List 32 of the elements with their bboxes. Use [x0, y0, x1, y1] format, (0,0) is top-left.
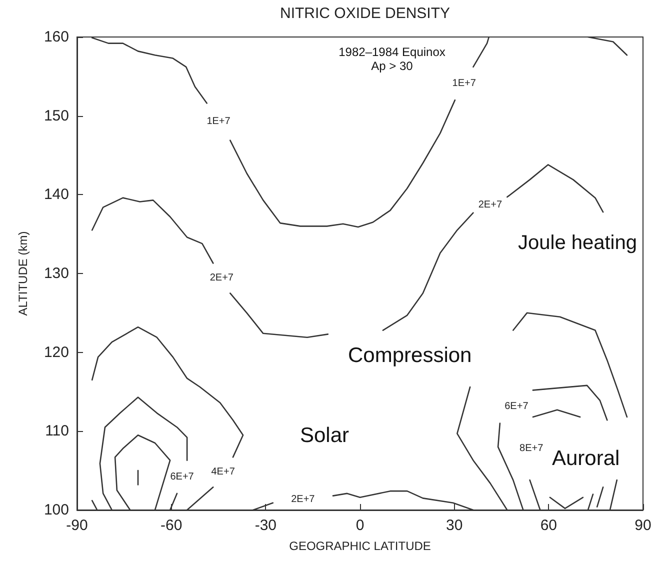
annotation: 4E+7 [211, 466, 236, 478]
annotation: 6E+7 [504, 401, 529, 412]
annotation: 8E+7 [520, 443, 544, 454]
x-tick-label: 90 [634, 517, 652, 534]
x-tick-label: 0 [356, 517, 364, 534]
annotation: 1982–1984 Equinox [338, 45, 446, 59]
y-axis-title: ALTITUDE (km) [16, 231, 30, 316]
annotation: 2E+7 [478, 199, 502, 210]
annotation: Compression [348, 344, 472, 367]
y-tick-label: 140 [44, 186, 69, 204]
x-tick-label: -30 [254, 517, 277, 534]
y-tick-label: 100 [44, 502, 69, 518]
annotation: Auroral [552, 447, 620, 470]
y-tick-label: 130 [44, 265, 69, 282]
x-tick-label: 30 [446, 517, 463, 534]
x-tick-label: -90 [66, 517, 88, 534]
annotation: Joule heating [518, 232, 637, 254]
chart-title: NITRIC OXIDE DENSITY [280, 5, 450, 22]
y-tick-label: 120 [44, 344, 69, 361]
annotation: 1E+7 [206, 116, 231, 128]
x-tick-label: 60 [540, 517, 558, 534]
annotation: 6E+7 [170, 471, 194, 482]
annotation: 2E+7 [210, 272, 234, 284]
annotation: 1E+7 [452, 78, 476, 90]
y-tick-label: 160 [44, 28, 69, 46]
y-tick-label: 150 [44, 107, 69, 124]
x-axis-title: GEOGRAPHIC LATITUDE [289, 539, 431, 553]
y-tick-label: 110 [45, 422, 69, 440]
x-tick-label: -60 [160, 517, 182, 534]
annotation: Ap > 30 [371, 59, 414, 73]
annotation: 2E+7 [291, 494, 316, 505]
annotation: Solar [300, 424, 350, 447]
